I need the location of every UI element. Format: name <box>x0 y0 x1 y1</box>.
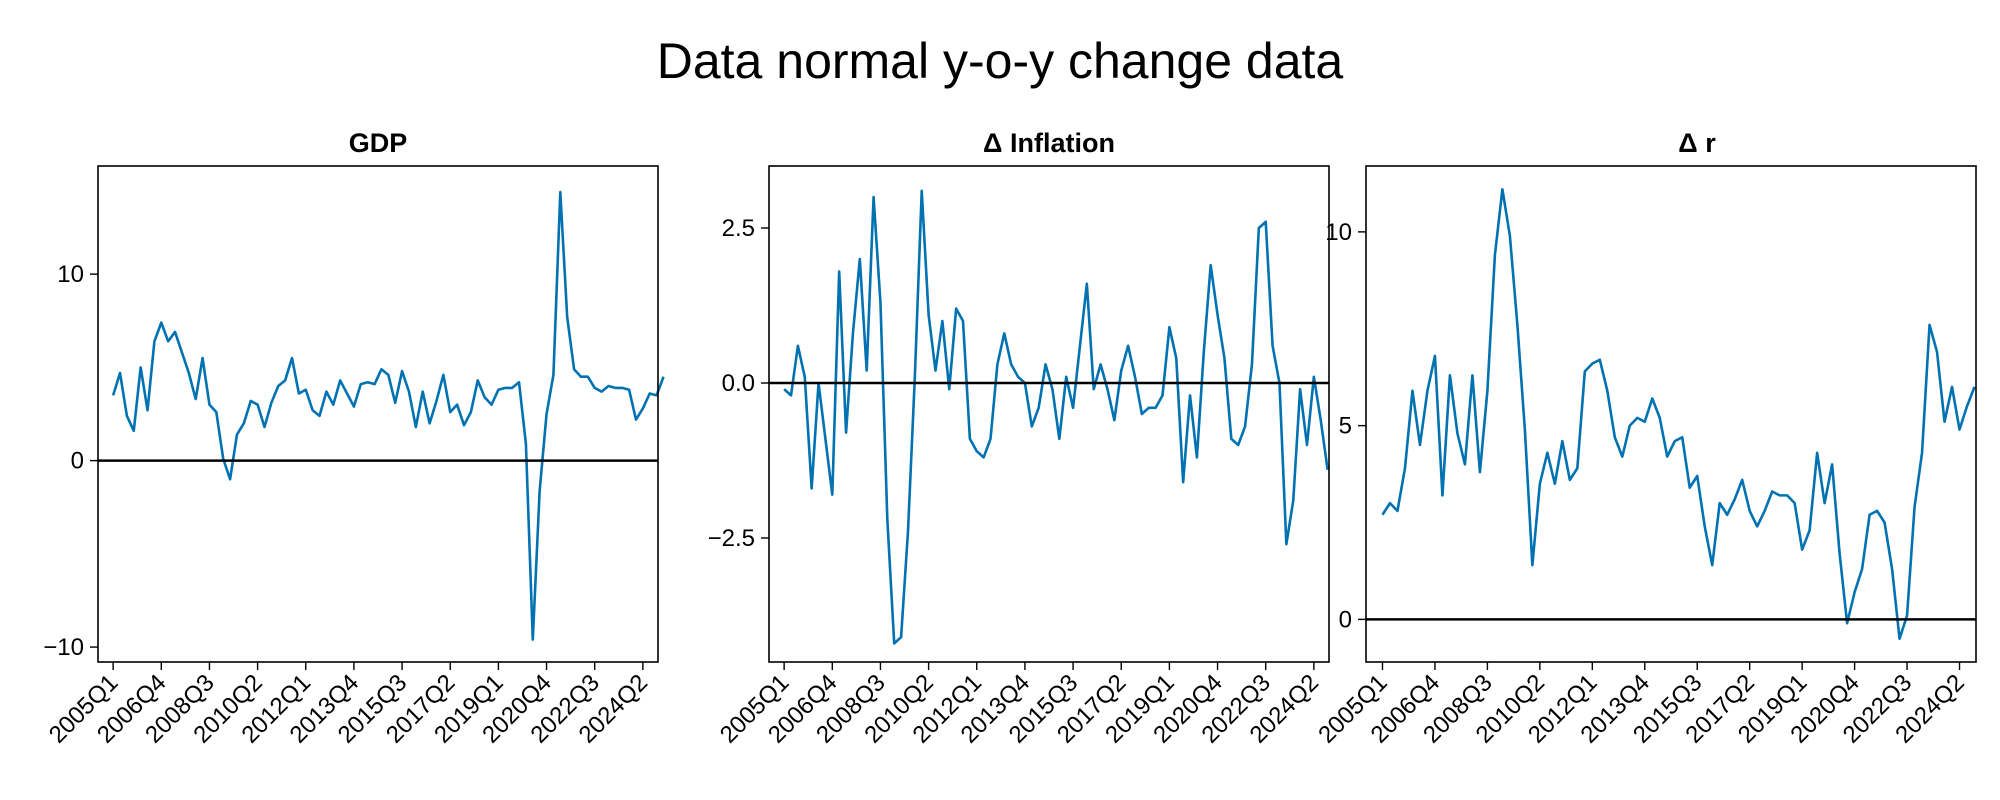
series-line <box>783 189 1329 645</box>
panel-title: Δ r <box>1678 128 1716 158</box>
panel-r: Δ r 05102005Q12006Q42008Q32010Q22012Q120… <box>1313 128 1977 749</box>
y-tick-label: 2.5 <box>722 215 755 242</box>
axes-frame <box>97 165 659 663</box>
series-line <box>111 190 665 641</box>
panel-title: GDP <box>349 128 408 158</box>
panel-title: Δ Inflation <box>983 128 1115 158</box>
axes-frame <box>1365 165 1977 663</box>
panel-inflation: Δ Inflation −2.50.02.52005Q12006Q42008Q3… <box>708 128 1330 749</box>
panel-gdp: GDP −100102005Q12006Q42008Q32010Q22012Q1… <box>43 128 665 749</box>
y-tick-label: 0 <box>71 448 84 475</box>
y-tick-label: 10 <box>57 261 84 288</box>
y-tick-label: −2.5 <box>708 525 755 552</box>
figure-title: Data normal y-o-y change data <box>657 33 1344 89</box>
series-line <box>1381 187 1976 641</box>
y-tick-label: −10 <box>43 634 84 661</box>
y-tick-label: 0.0 <box>722 370 755 397</box>
y-tick-label: 5 <box>1339 413 1352 440</box>
y-tick-label: 0 <box>1339 606 1352 633</box>
axes-frame <box>768 165 1330 663</box>
y-tick-label: 10 <box>1325 219 1352 246</box>
